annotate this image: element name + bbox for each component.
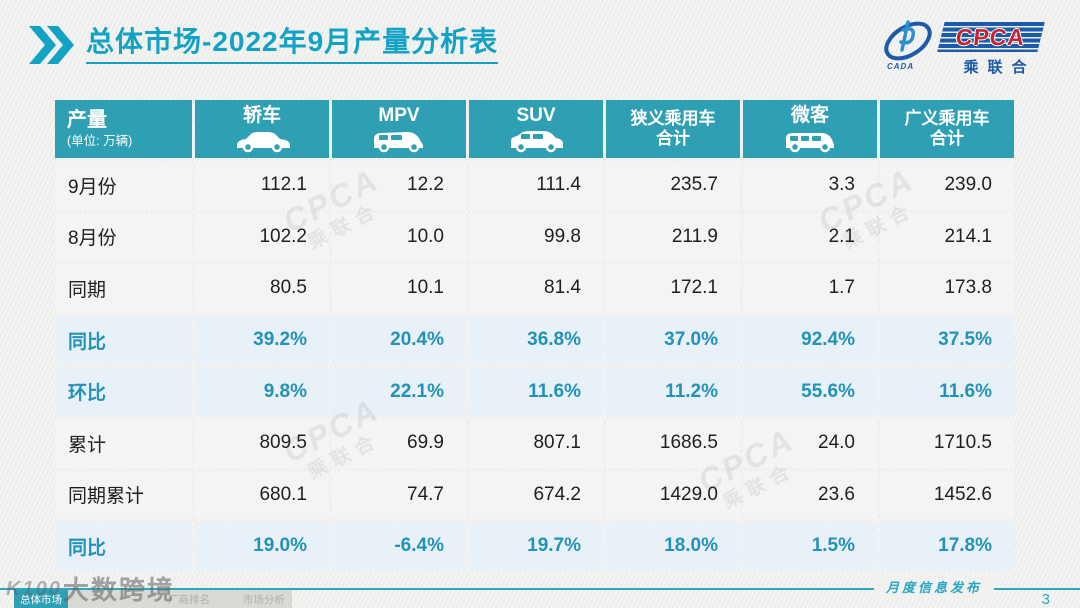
cell-value: 24.0 [743, 418, 877, 468]
tab-manufacturer-ranking[interactable]: 厂商排名 [168, 593, 210, 606]
cpca-flag: CPCA [937, 22, 1045, 52]
row-label: 同期累计 [55, 470, 192, 520]
production-table: 产量 (单位: 万辆) 轿车 MPV SUV [55, 100, 1014, 571]
row-label: 8月份 [55, 212, 192, 262]
cell-value: 172.1 [606, 264, 740, 313]
page-title: 总体市场-2022年9月产量分析表 [86, 26, 499, 65]
cell-value: 809.5 [195, 418, 329, 468]
cell-value: -6.4% [332, 522, 466, 571]
cell-value: 1429.0 [606, 470, 740, 520]
col-header-product: 产量 (单位: 万辆) [55, 100, 192, 158]
monthly-info-label: 月度信息发布 [873, 577, 994, 598]
tab-overall-market[interactable]: 总体市场 [14, 590, 68, 608]
cell-value: 11.2% [606, 367, 740, 416]
cell-value: 17.8% [880, 522, 1014, 571]
suv-icon [511, 130, 563, 153]
cell-value: 807.1 [469, 418, 603, 468]
cell-value: 12.2 [332, 161, 466, 210]
row-label: 同期 [55, 264, 192, 313]
cell-value: 3.3 [743, 161, 877, 210]
cell-value: 680.1 [195, 470, 329, 520]
cell-value: 1452.6 [880, 470, 1014, 520]
tab-strip: 厂商排名 市场分析 [68, 590, 292, 608]
product-unit: (单位: 万辆) [67, 134, 133, 149]
cell-value: 9.8% [195, 367, 329, 416]
sedan-icon [237, 131, 290, 153]
cell-value: 81.4 [469, 264, 603, 313]
cell-value: 211.9 [606, 212, 740, 262]
col-header-mpv: MPV [332, 100, 466, 158]
cell-value: 69.9 [332, 418, 466, 468]
cell-value: 99.8 [469, 212, 603, 262]
cell-value: 74.7 [332, 470, 466, 520]
cada-text: CADA [887, 62, 915, 71]
cell-value: 20.4% [332, 315, 466, 365]
cell-value: 18.0% [606, 522, 740, 571]
product-label: 产量 [67, 109, 107, 132]
cell-value: 1686.5 [606, 418, 740, 468]
cell-value: 1.5% [743, 522, 877, 571]
cell-value: 19.0% [195, 522, 329, 571]
cell-value: 1710.5 [880, 418, 1014, 468]
row-label: 同比 [55, 522, 192, 571]
cell-value: 173.8 [880, 264, 1014, 313]
cell-value: 22.1% [332, 367, 466, 416]
cell-value: 111.4 [469, 161, 603, 210]
cell-value: 39.2% [195, 315, 329, 365]
minibus-icon [786, 132, 834, 153]
cell-value: 23.6 [743, 470, 877, 520]
title-row: 总体市场-2022年9月产量分析表 [28, 26, 499, 65]
mpv-icon [374, 131, 423, 153]
cpca-logo: CADA CPCA 乘联合 [879, 16, 1054, 78]
cell-value: 92.4% [743, 315, 877, 365]
cell-value: 112.1 [195, 161, 329, 210]
double-chevron-icon [29, 26, 74, 65]
tab-market-analysis[interactable]: 市场分析 [243, 593, 285, 606]
cell-value: 239.0 [880, 161, 1014, 210]
row-label: 环比 [55, 367, 192, 416]
page-number: 3 [1041, 591, 1050, 608]
footer-tabs: 总体市场 厂商排名 市场分析 [14, 590, 292, 608]
col-header-broad-pv-total: 广义乘用车 合计 [880, 100, 1014, 158]
cell-value: 2.1 [743, 212, 877, 262]
cpca-text: CPCA [955, 23, 1027, 50]
cell-value: 11.6% [469, 367, 603, 416]
cell-value: 80.5 [195, 264, 329, 313]
cpca-subtitle: 乘联合 [963, 59, 1036, 76]
cell-value: 10.1 [332, 264, 466, 313]
row-label: 9月份 [55, 161, 192, 210]
cell-value: 674.2 [469, 470, 603, 520]
cell-value: 37.0% [606, 315, 740, 365]
cell-value: 235.7 [606, 161, 740, 210]
row-label: 同比 [55, 315, 192, 365]
col-header-sedan: 轿车 [195, 100, 329, 158]
cell-value: 10.0 [332, 212, 466, 262]
footer-divider [0, 588, 1080, 590]
cada-oval-icon [884, 20, 932, 61]
cell-value: 1.7 [743, 264, 877, 313]
cell-value: 55.6% [743, 367, 877, 416]
col-header-minibus: 微客 [743, 100, 877, 158]
cell-value: 11.6% [880, 367, 1014, 416]
cell-value: 214.1 [880, 212, 1014, 262]
cell-value: 102.2 [195, 212, 329, 262]
cell-value: 19.7% [469, 522, 603, 571]
row-label: 累计 [55, 418, 192, 468]
cell-value: 36.8% [469, 315, 603, 365]
cell-value: 37.5% [880, 315, 1014, 365]
col-header-suv: SUV [469, 100, 603, 158]
col-header-narrow-pv-total: 狭义乘用车 合计 [606, 100, 740, 158]
